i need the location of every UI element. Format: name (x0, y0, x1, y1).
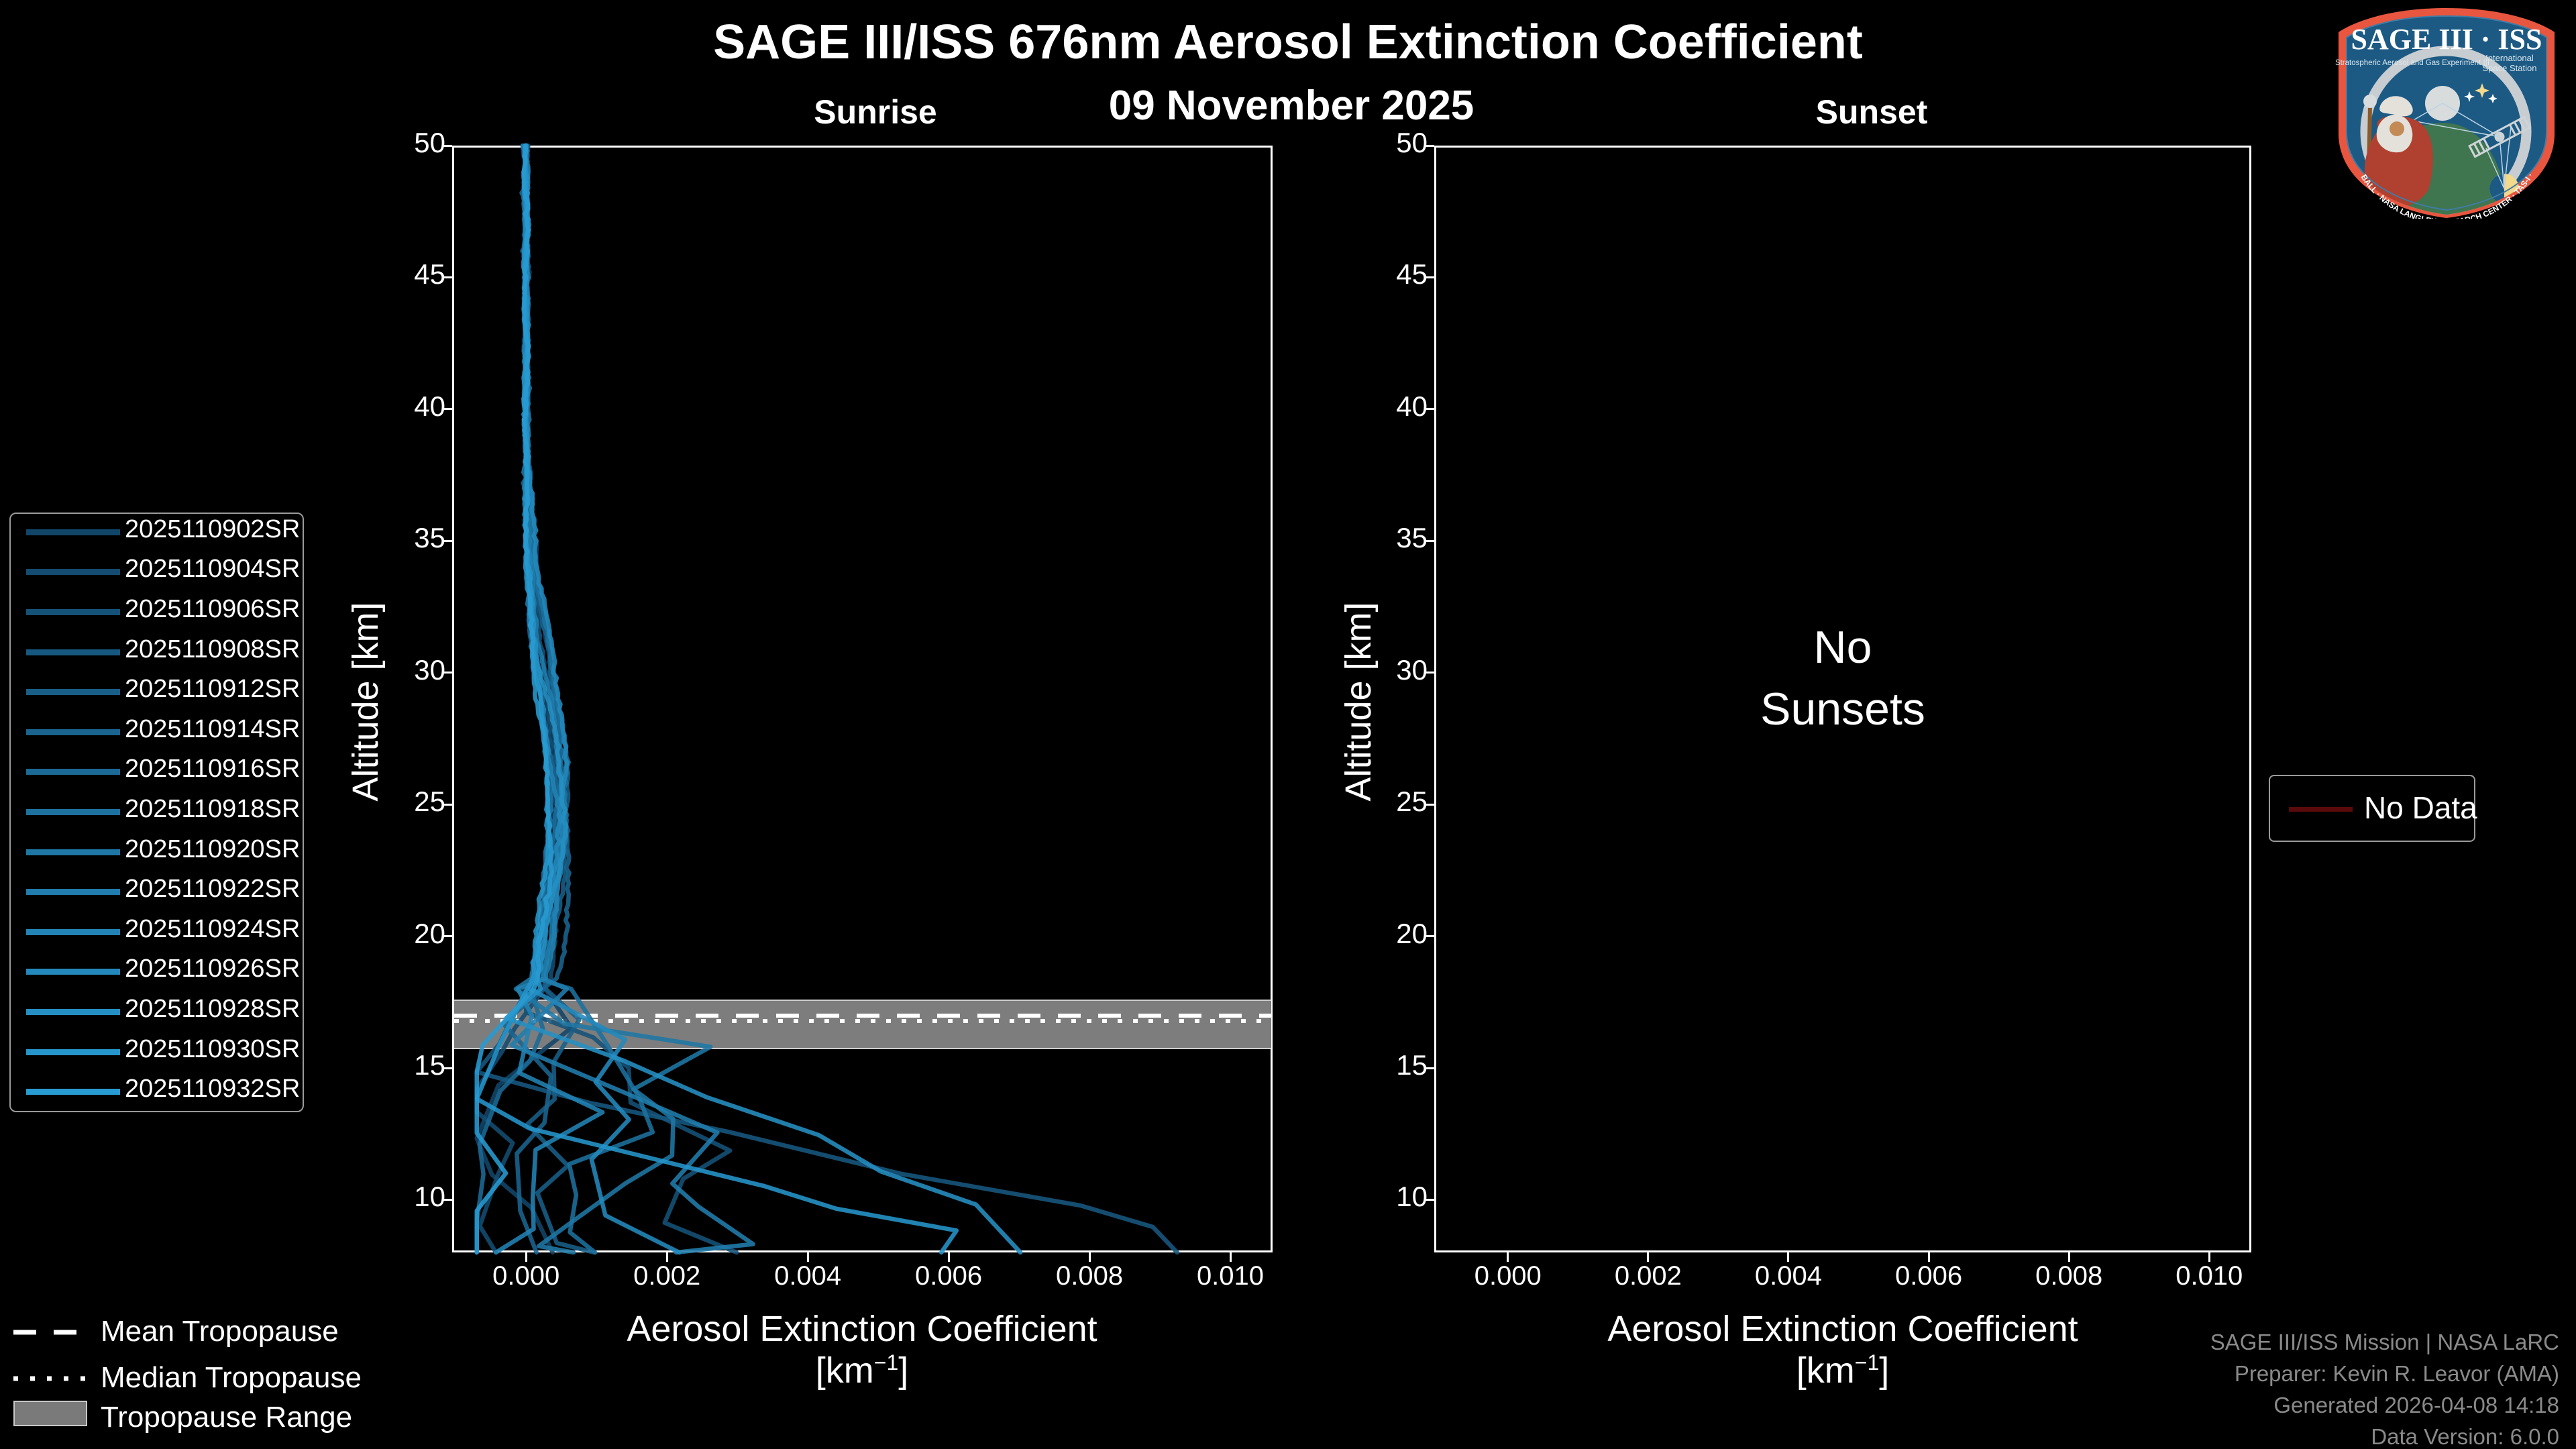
svg-text:SAGE III · ISS: SAGE III · ISS (2351, 23, 2542, 56)
svg-text:International: International (2485, 53, 2534, 63)
svg-text:Space Station: Space Station (2483, 63, 2537, 73)
svg-text:Stratospheric Aerosol and Gas: Stratospheric Aerosol and Gas Experiment… (2335, 59, 2489, 67)
